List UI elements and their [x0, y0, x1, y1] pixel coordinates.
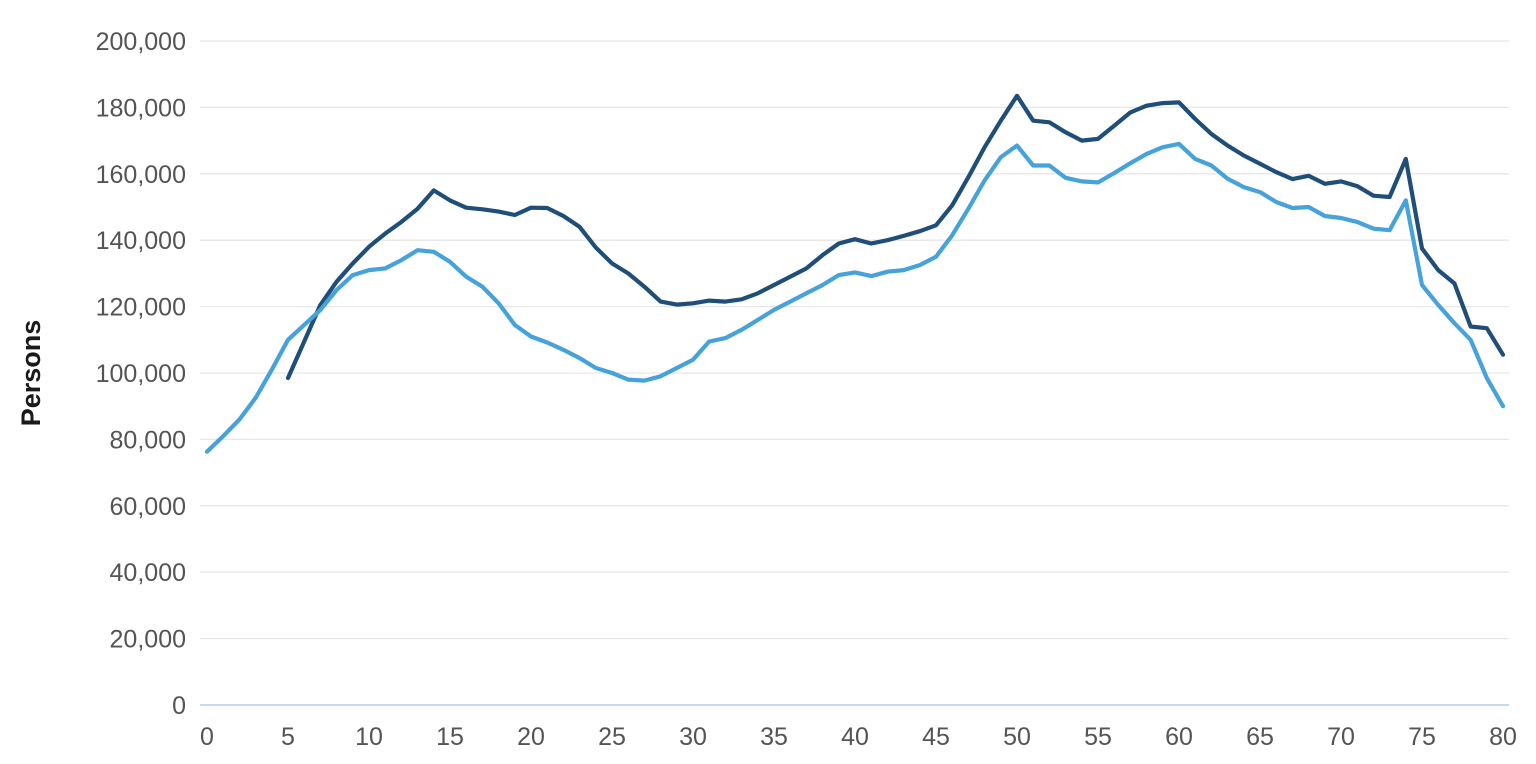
y-tick-label: 20,000 — [110, 626, 186, 654]
y-tick-label: 200,000 — [96, 28, 186, 56]
y-tick-label: 60,000 — [110, 493, 186, 521]
y-tick-label: 40,000 — [110, 559, 186, 587]
x-tick-label: 45 — [922, 723, 950, 751]
x-tick-label: 25 — [598, 723, 626, 751]
series-layer — [204, 93, 1506, 454]
y-tick-label: 160,000 — [96, 161, 186, 189]
x-tick-label: 55 — [1084, 723, 1112, 751]
y-tick-label: 120,000 — [96, 294, 186, 322]
x-tick-label: 75 — [1408, 723, 1436, 751]
x-tick-label: 50 — [1003, 723, 1031, 751]
y-axis-title: Persons — [16, 320, 46, 427]
gridline-layer — [200, 40, 1509, 706]
x-tick-label: 20 — [517, 723, 545, 751]
x-tick-label: 15 — [436, 723, 464, 751]
y-tick-label: 80,000 — [110, 426, 186, 454]
y-tick-label: 140,000 — [96, 227, 186, 255]
x-tick-label: 40 — [841, 723, 869, 751]
x-tick-label: 0 — [200, 723, 214, 751]
series-path-dark-blue-line — [285, 93, 1506, 381]
x-tick-label: 30 — [679, 723, 707, 751]
x-tick-label: 10 — [355, 723, 383, 751]
y-tick-label: 100,000 — [96, 360, 186, 388]
y-tick-label: 180,000 — [96, 94, 186, 122]
x-tick-label: 60 — [1165, 723, 1193, 751]
x-tick-label: 5 — [281, 723, 295, 751]
series-path-light-blue-line — [204, 141, 1506, 454]
x-tick-label: 35 — [760, 723, 788, 751]
x-tick-label: 65 — [1246, 723, 1274, 751]
y-tick-label: 0 — [172, 692, 186, 720]
x-tick-label: 70 — [1327, 723, 1355, 751]
tick-label-layer: 0 20,000 40,000 60,000 80,000 100,000 120,000 1… — [96, 28, 1517, 751]
x-tick-label: 80 — [1489, 723, 1517, 751]
